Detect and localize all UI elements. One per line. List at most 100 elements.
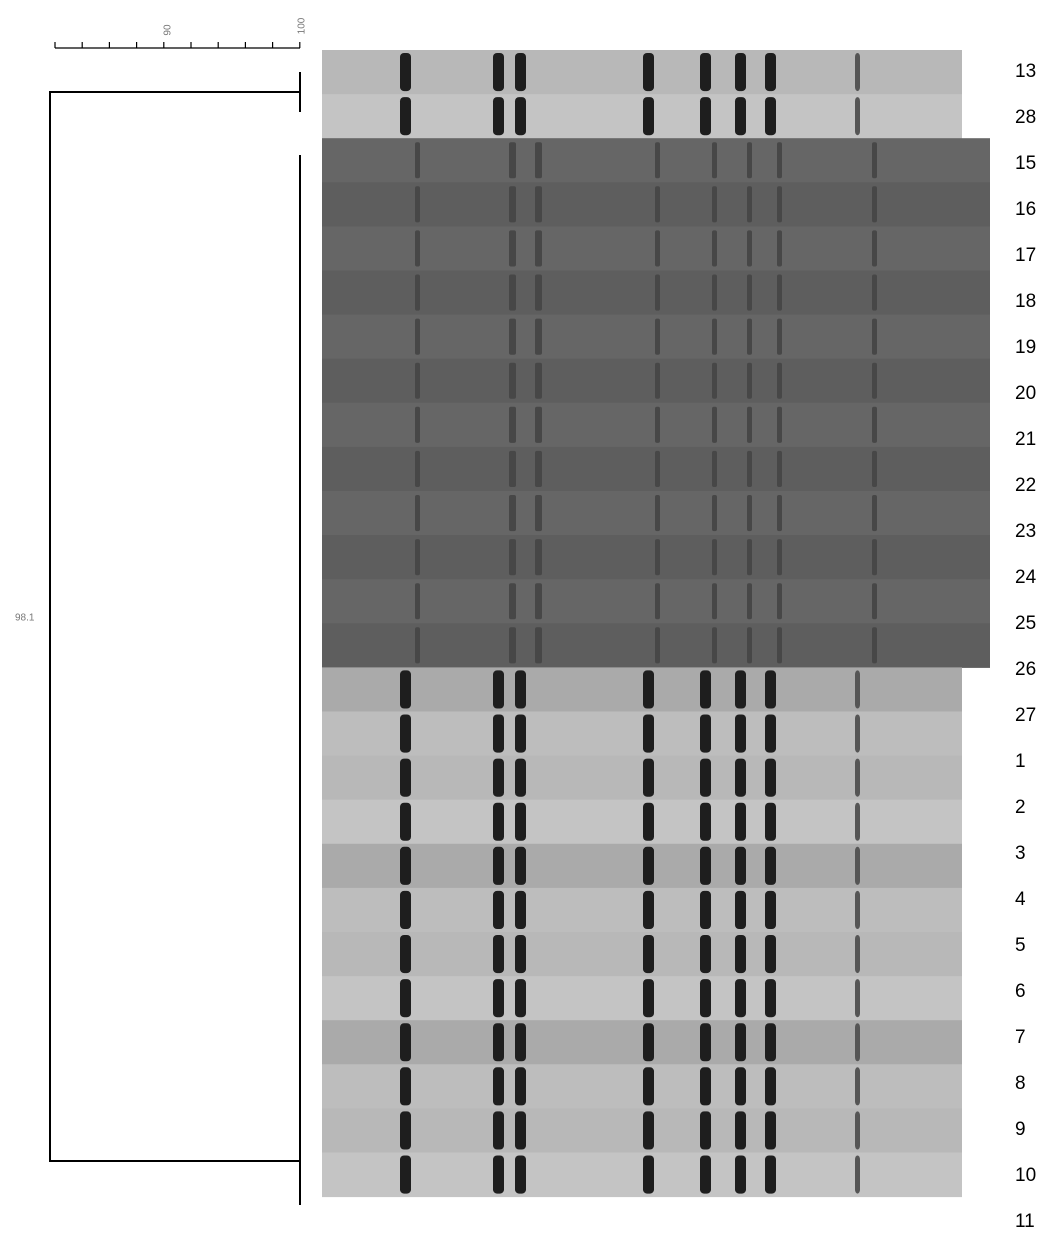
- gel-lane: [322, 799, 962, 845]
- gel-band: [515, 890, 526, 929]
- gel-band: [712, 583, 717, 620]
- gel-band: [765, 979, 776, 1018]
- gel-band: [872, 583, 877, 620]
- lane-label: 7: [1015, 1027, 1026, 1048]
- gel-band: [747, 274, 752, 311]
- lane-label: 17: [1015, 245, 1036, 266]
- gel-band: [747, 318, 752, 355]
- gel-band: [855, 670, 860, 709]
- gel-lane: [322, 1152, 962, 1198]
- gel-band: [493, 935, 504, 974]
- gel-band: [747, 450, 752, 487]
- gel-band: [712, 539, 717, 576]
- gel-band: [515, 935, 526, 974]
- gel-band: [493, 979, 504, 1018]
- gel-band: [400, 670, 411, 709]
- gel-band: [765, 890, 776, 929]
- gel-band: [777, 274, 782, 311]
- gel-band: [735, 979, 746, 1018]
- lane-label: 27: [1015, 705, 1036, 726]
- gel-band: [400, 979, 411, 1018]
- gel-band: [765, 97, 776, 136]
- gel-band: [535, 627, 542, 664]
- lane-label: 2: [1015, 797, 1026, 818]
- gel-band: [655, 230, 660, 267]
- gel-band: [655, 539, 660, 576]
- gel-band: [735, 758, 746, 797]
- gel-band: [535, 230, 542, 267]
- gel-band: [415, 186, 420, 223]
- gel-band: [643, 53, 654, 92]
- gel-band: [415, 583, 420, 620]
- gel-band: [872, 495, 877, 532]
- gel-band: [655, 362, 660, 399]
- gel-band: [872, 362, 877, 399]
- lane-label: 16: [1015, 199, 1036, 220]
- gel-band: [735, 53, 746, 92]
- gel-band: [493, 714, 504, 753]
- lane-label: 24: [1015, 567, 1037, 588]
- gel-band: [415, 627, 420, 664]
- gel-band: [509, 186, 516, 223]
- gel-band: [655, 142, 660, 179]
- gel-band: [655, 186, 660, 223]
- gel-band: [515, 758, 526, 797]
- gel-band: [493, 1111, 504, 1150]
- gel-band: [655, 627, 660, 664]
- gel-band: [855, 846, 860, 885]
- gel-band: [700, 846, 711, 885]
- lane-label: 5: [1015, 935, 1026, 956]
- gel-band: [700, 1067, 711, 1106]
- gel-band: [700, 1111, 711, 1150]
- gel-band: [735, 890, 746, 929]
- gel-band: [515, 1023, 526, 1062]
- gel-band: [700, 714, 711, 753]
- gel-lane: [322, 887, 962, 933]
- gel-band: [493, 846, 504, 885]
- gel-band: [535, 583, 542, 620]
- gel-band: [765, 802, 776, 841]
- gel-band: [747, 362, 752, 399]
- gel-band: [415, 539, 420, 576]
- lane-label: 4: [1015, 889, 1026, 910]
- gel-band: [415, 318, 420, 355]
- gel-band: [493, 890, 504, 929]
- scale-ruler: [54, 42, 301, 49]
- gel-lane: [322, 711, 962, 757]
- gel-band: [643, 890, 654, 929]
- gel-band: [777, 362, 782, 399]
- gel-band: [535, 274, 542, 311]
- gel-band: [777, 495, 782, 532]
- gel-band: [400, 1111, 411, 1150]
- gel-band: [655, 274, 660, 311]
- gel-band: [509, 318, 516, 355]
- gel-band: [765, 1155, 776, 1194]
- gel-band: [872, 230, 877, 267]
- gel-band: [515, 1111, 526, 1150]
- gel-image: [322, 50, 990, 1198]
- gel-band: [855, 979, 860, 1018]
- gel-band: [535, 539, 542, 576]
- gel-band: [493, 1067, 504, 1106]
- gel-band: [855, 1111, 860, 1150]
- gel-band: [643, 1155, 654, 1194]
- lane-label: 20: [1015, 383, 1036, 404]
- gel-band: [735, 802, 746, 841]
- gel-band: [535, 450, 542, 487]
- gel-band: [509, 362, 516, 399]
- gel-band: [535, 318, 542, 355]
- gel-lane: [322, 976, 962, 1021]
- gel-band: [855, 53, 860, 92]
- gel-band: [855, 758, 860, 797]
- gel-lane: [322, 50, 962, 95]
- gel-band: [872, 142, 877, 179]
- gel-band: [855, 97, 860, 136]
- gel-band: [509, 583, 516, 620]
- gel-band: [400, 935, 411, 974]
- gel-band: [643, 1067, 654, 1106]
- gel-band: [712, 186, 717, 223]
- gel-band: [765, 846, 776, 885]
- lane-label: 10: [1015, 1165, 1036, 1186]
- gel-band: [872, 627, 877, 664]
